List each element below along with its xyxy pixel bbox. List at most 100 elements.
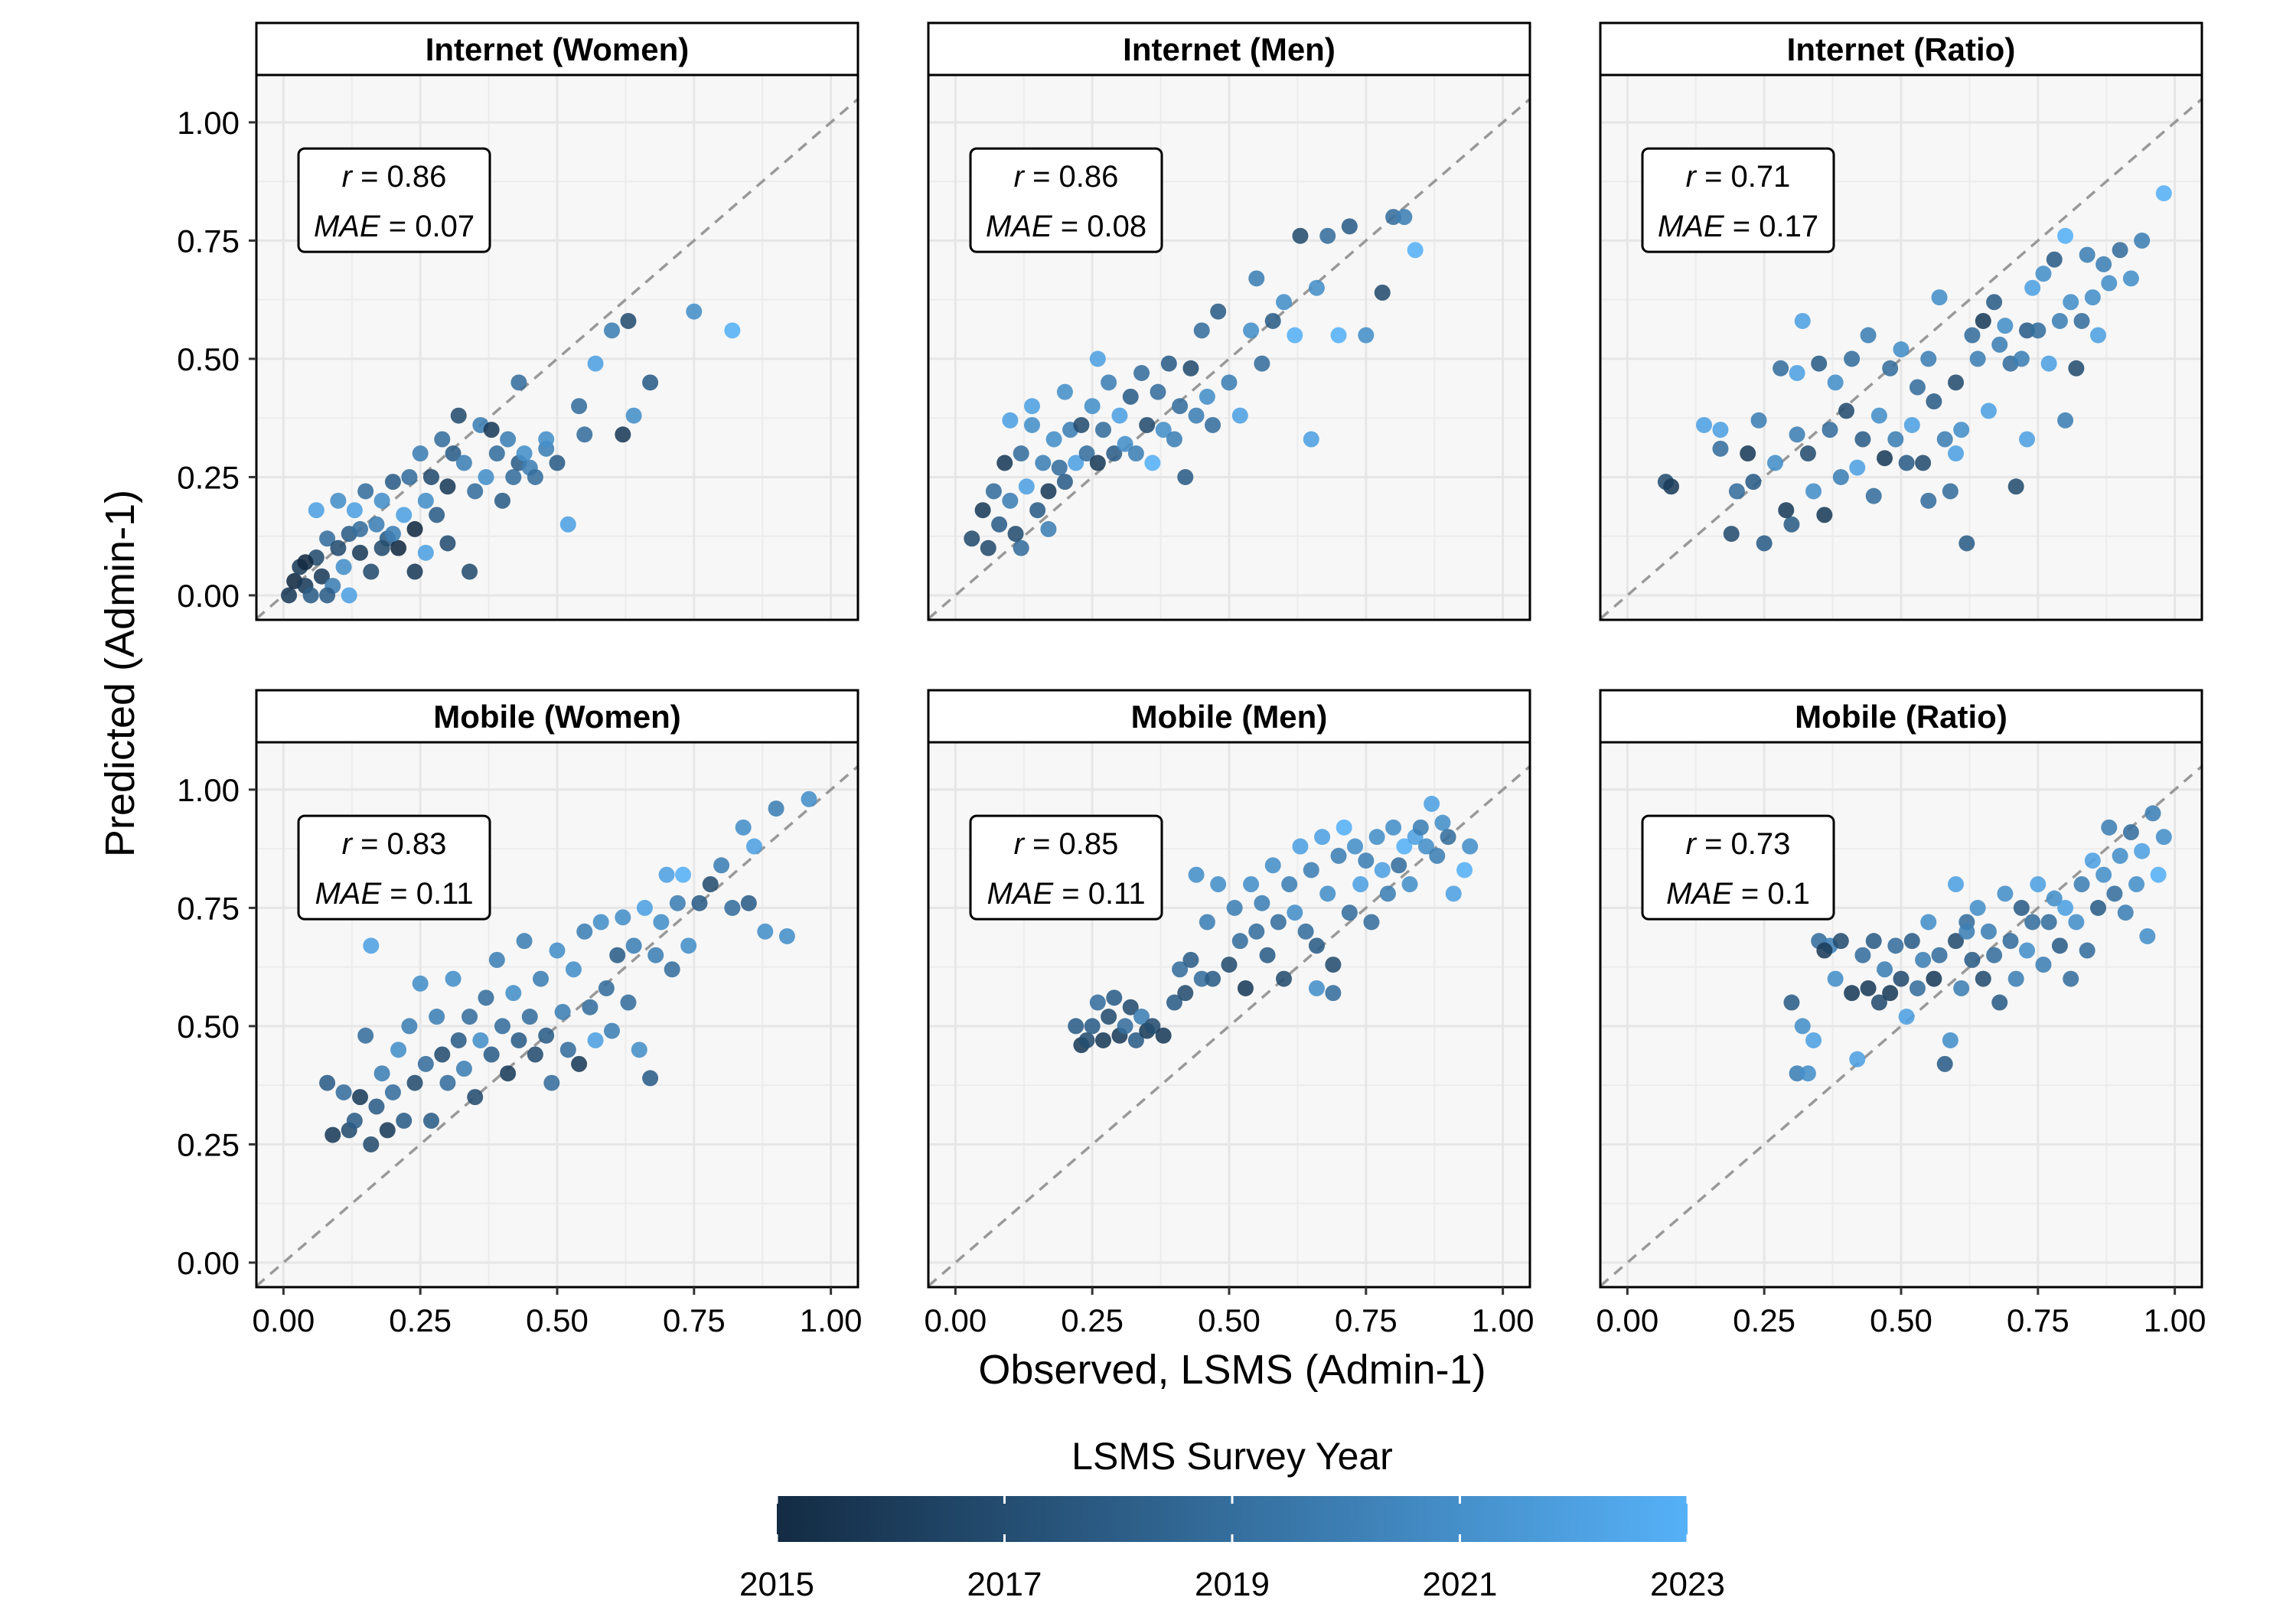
scatter-point [713,857,730,874]
scatter-point [1248,923,1265,940]
scatter-point [2030,322,2047,339]
scatter-point [615,909,631,926]
scatter-point [565,961,582,978]
scatter-point [636,899,653,916]
scatter-point [974,502,991,519]
scatter-point [1882,360,1899,376]
scatter-point [1319,227,1336,244]
scatter-point [352,520,369,537]
scatter-point [538,431,555,448]
scatter-point [2112,847,2128,864]
scatter-point [2051,937,2068,954]
scatter-point [2155,829,2172,846]
scatter-point [1909,980,1926,996]
scatter-point [445,445,461,462]
scatter-point [1094,422,1111,438]
scatter-point [1199,914,1215,931]
scatter-point [604,322,621,339]
scatter-point [330,539,347,556]
scatter-point [1778,502,1795,519]
x-tick-label: 0.25 [389,1302,452,1338]
scatter-point [1073,416,1090,433]
scatter-point [500,431,517,448]
scatter-point [1182,951,1199,968]
scatter-point [488,445,505,462]
scatter-point [1056,474,1073,491]
y-tick-label: 0.25 [177,459,240,495]
scatter-point [1325,985,1342,1002]
scatter-point [390,1041,407,1058]
scatter-point [412,975,429,992]
scatter-point [1849,1051,1866,1068]
scatter-point [2024,279,2041,296]
scatter-point [1429,847,1446,864]
scatter-point [325,1126,341,1143]
scatter-point [1942,483,1958,500]
scatter-point [1816,942,1833,959]
scatter-point [363,1136,380,1152]
scatter-point [488,951,505,968]
scatter-point [1849,459,1866,476]
scatter-point [592,914,609,931]
scatter-point [1424,795,1440,812]
scatter-point [1986,947,2003,963]
scatter-point [642,1070,659,1087]
scatter-point [1948,875,1965,892]
scatter-point [1106,989,1123,1006]
facet-strip [255,689,859,744]
identity-reference-line [1599,764,2203,1287]
y-tick-label: 0.00 [177,1245,240,1281]
scatter-point [1412,819,1429,836]
scatter-point [1805,1032,1822,1048]
facet-title: Mobile (Men) [1131,699,1328,735]
scatter-point [571,1055,588,1072]
scatter-point [346,1113,363,1129]
scatter-point [313,568,330,585]
scatter-point [1254,895,1270,911]
scatter-point [1827,374,1844,391]
scatter-point [615,426,631,443]
scatter-point [429,507,445,523]
scatter-point [1205,970,1221,987]
scatter-point [1860,327,1877,344]
identity-reference-line [1599,97,2203,620]
y-tick-label: 0.00 [177,578,240,614]
scatter-point [1991,994,2008,1011]
scatter-point [1799,445,1816,462]
scatter-point [527,1046,543,1063]
facet-title: Internet (Women) [426,31,690,67]
scatter-point [1089,994,1106,1011]
scatter-point [1926,970,1942,987]
scatter-point [1308,980,1325,996]
y-tick-label: 0.25 [177,1126,240,1162]
scatter-point [1193,322,1210,339]
scatter-point [1958,535,1975,552]
facet-panel: Internet (Men) r = 0.86 MAE = 0.08 [927,21,1531,621]
scatter-point [1827,970,1844,987]
scatter-point [669,895,686,911]
scatter-point [1417,838,1434,855]
correlation-label: r = 0.86 [1014,160,1119,194]
scatter-point [1696,416,1713,433]
correlation-label: r = 0.73 [1686,827,1791,861]
legend-tick-label: 2023 [1650,1566,1725,1603]
stats-box [1641,147,1835,253]
scatter-point [533,970,550,987]
scatter-point [2046,251,2063,268]
scatter-point [1259,947,1276,963]
facet-panel: Mobile (Women) r = 0.83 MAE = 0.11 0.00 0.25… [177,689,863,1338]
scatter-point [406,563,423,580]
scatter-point [559,516,576,533]
scatter-point [1953,980,1970,996]
scatter-point [297,554,314,571]
scatter-point [1177,985,1194,1002]
facet-panel: Internet (Women) r = 0.86 MAE = 0.07 0.00 0.… [177,21,859,621]
scatter-point [604,1022,621,1039]
scatter-point [571,398,588,415]
scatter-point [2002,933,2019,950]
scatter-point [1243,322,1260,339]
panel-border [255,73,859,621]
scatter-point [1127,445,1144,462]
mae-label: MAE = 0.11 [315,877,473,911]
scatter-point [2122,824,2139,841]
